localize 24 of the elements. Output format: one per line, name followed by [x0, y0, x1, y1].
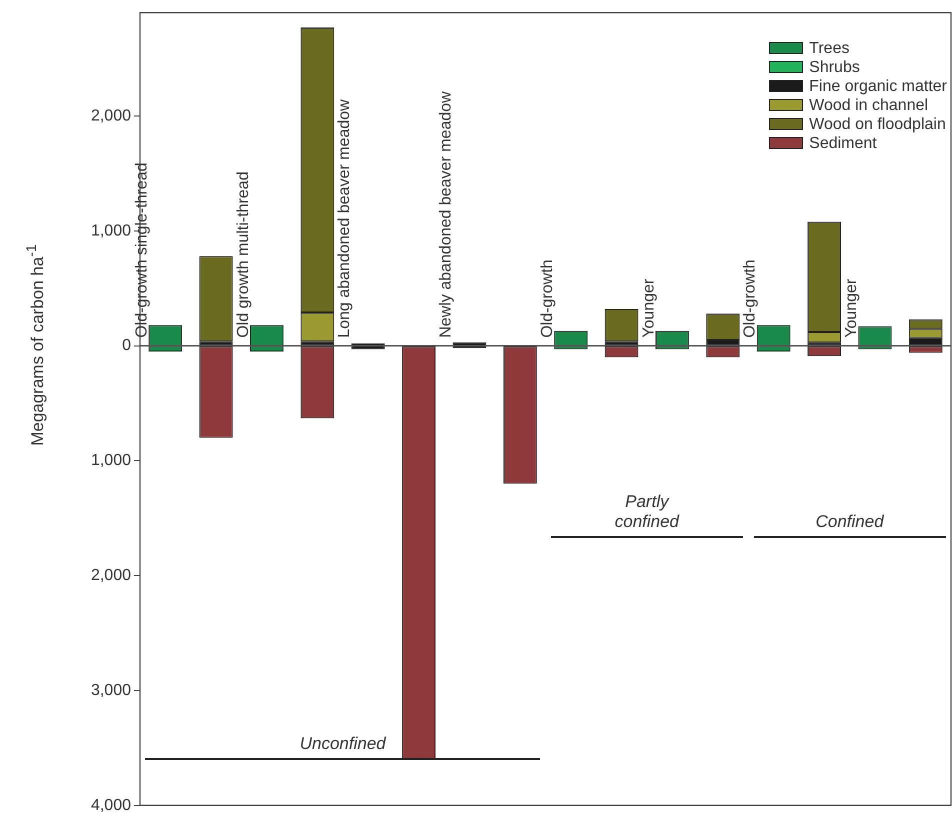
x-tick-label: Old-growth single-thread	[133, 162, 150, 338]
y-tick-label: 1,000	[90, 222, 132, 240]
annotation: Partly confined	[614, 492, 680, 532]
y-tick-label: 1,000	[90, 452, 132, 470]
x-tick-label: Younger	[843, 278, 860, 338]
x-tick-label: Old-growth	[742, 260, 759, 338]
x-tick-label: Younger	[640, 278, 658, 338]
y-tick-label: 2,000	[90, 567, 132, 584]
x-tick-label: Long abandoned beaver meadow	[336, 98, 354, 338]
x-tick-label: Newly abandoned beaver meadow	[438, 90, 455, 338]
annotation: Unconfined	[298, 734, 388, 754]
y-tick-label: 3,000	[90, 682, 132, 699]
legend-label: Fine organic matter	[809, 76, 947, 96]
legend-label: Sediment	[809, 134, 877, 153]
y-tick-label: 4,000	[90, 796, 132, 814]
x-tick-label: Old-growth	[538, 260, 556, 338]
legend-label: Wood on floodplain	[809, 114, 946, 134]
legend-label: Trees	[809, 38, 850, 58]
annotation: Confined	[814, 512, 886, 532]
legend-label: Shrubs	[809, 58, 860, 77]
y-tick-label: 0	[122, 337, 132, 354]
legend-label: Wood in channel	[809, 96, 928, 115]
x-tick-label: Old growth multi-thread	[234, 172, 252, 338]
y-tick-label: 2,000	[90, 107, 132, 124]
